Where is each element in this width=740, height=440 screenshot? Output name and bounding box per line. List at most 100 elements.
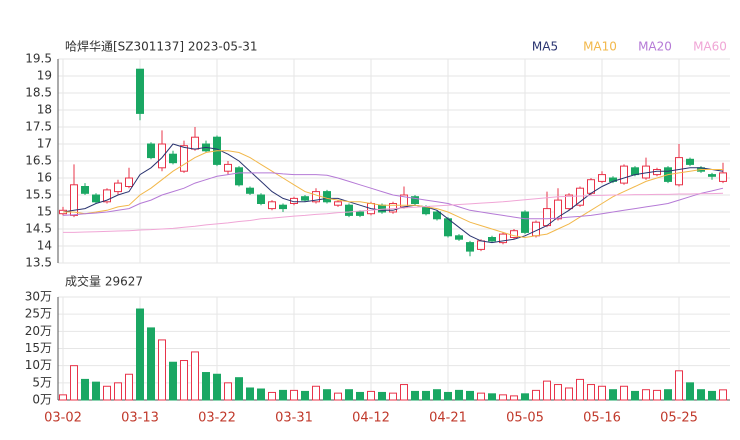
volume-bar bbox=[301, 390, 309, 401]
volume-bar bbox=[400, 384, 408, 401]
y-tick-label: 15 bbox=[37, 205, 52, 219]
candle-body bbox=[125, 177, 133, 187]
y-tick-label: 14 bbox=[37, 239, 52, 253]
volume-bar bbox=[290, 389, 298, 401]
candle-body bbox=[246, 187, 254, 194]
volume-title: 成交量 29627 bbox=[65, 274, 143, 289]
candle-body bbox=[620, 165, 628, 184]
candle-body bbox=[103, 189, 111, 203]
candle-body bbox=[532, 221, 540, 237]
volume-bar bbox=[202, 372, 210, 401]
volume-bar bbox=[323, 389, 331, 401]
candle-body bbox=[158, 143, 166, 169]
candle-body bbox=[114, 182, 122, 193]
volume-bar bbox=[433, 389, 441, 401]
candle-body bbox=[169, 153, 177, 164]
x-tick-label: 03-13 bbox=[121, 411, 159, 426]
candle-body bbox=[279, 204, 287, 210]
volume-bar bbox=[235, 377, 243, 401]
volume-bar bbox=[257, 388, 265, 401]
y-tick-label: 18 bbox=[37, 103, 52, 117]
candle-body bbox=[235, 167, 243, 186]
candle-body bbox=[521, 211, 529, 233]
candle-body bbox=[268, 201, 276, 210]
volume-bar bbox=[609, 389, 617, 401]
candle-body bbox=[92, 194, 100, 203]
candle-body bbox=[334, 201, 342, 206]
volume-bar bbox=[378, 391, 386, 401]
y-tick-label: 20万 bbox=[25, 324, 52, 338]
y-tick-label: 10万 bbox=[25, 358, 52, 372]
candle-body bbox=[565, 194, 573, 210]
candle-body bbox=[191, 136, 199, 150]
candle-body bbox=[433, 211, 441, 220]
candle-body bbox=[257, 194, 265, 204]
candle-body bbox=[136, 68, 144, 114]
volume-bar bbox=[268, 391, 276, 401]
volume-bar bbox=[59, 394, 67, 401]
candle-body bbox=[224, 163, 232, 172]
volume-bar bbox=[136, 308, 144, 401]
candle-body bbox=[675, 157, 683, 186]
y-tick-label: 19.5 bbox=[25, 52, 52, 66]
volume-bar bbox=[576, 378, 584, 401]
volume-bar bbox=[312, 385, 320, 401]
y-tick-label: 18.5 bbox=[25, 86, 52, 100]
ma-line bbox=[62, 143, 724, 244]
volume-bar bbox=[675, 370, 683, 401]
candle-body bbox=[554, 199, 562, 220]
candle-body bbox=[708, 174, 716, 177]
volume-bar bbox=[125, 373, 133, 401]
ma-line bbox=[63, 150, 723, 239]
volume-bar bbox=[70, 365, 78, 401]
candle-body bbox=[312, 191, 320, 203]
ma-line bbox=[63, 192, 724, 233]
volume-bar bbox=[488, 393, 496, 401]
candle-body bbox=[389, 203, 397, 213]
candle-body bbox=[378, 204, 386, 213]
volume-bar bbox=[642, 389, 650, 401]
y-tick-label: 30万 bbox=[25, 290, 52, 304]
volume-bar bbox=[367, 390, 375, 401]
volume-bar bbox=[224, 382, 232, 401]
volume-bar bbox=[499, 394, 507, 401]
volume-bar bbox=[554, 384, 562, 401]
candle-body bbox=[488, 237, 496, 242]
volume-bar bbox=[631, 390, 639, 401]
candle-body bbox=[444, 218, 452, 237]
candle-body bbox=[356, 211, 364, 216]
x-tick-label: 03-22 bbox=[198, 411, 236, 426]
y-tick-label: 13.5 bbox=[25, 256, 52, 270]
candle-body bbox=[719, 172, 727, 182]
candle-body bbox=[301, 196, 309, 201]
x-tick-label: 05-16 bbox=[583, 411, 621, 426]
volume-bar bbox=[356, 391, 364, 401]
candle-body bbox=[323, 191, 331, 203]
candle-body bbox=[411, 196, 419, 204]
volume-bar bbox=[180, 360, 188, 401]
volume-bar bbox=[455, 389, 463, 401]
volume-bar bbox=[191, 351, 199, 401]
y-tick-label: 15.5 bbox=[25, 188, 52, 202]
chart-title: 哈焊华通[SZ301137] 2023-05-31 bbox=[65, 39, 258, 54]
volume-bar bbox=[389, 392, 397, 401]
volume-bar bbox=[466, 390, 474, 401]
candle-body bbox=[598, 174, 606, 182]
volume-bar bbox=[477, 392, 485, 401]
volume-bar bbox=[598, 385, 606, 401]
legend-label: MA20 bbox=[638, 40, 672, 54]
volume-bar bbox=[653, 389, 661, 401]
y-tick-label: 16.5 bbox=[25, 154, 52, 168]
volume-bar bbox=[92, 381, 100, 401]
volume-bar bbox=[345, 389, 353, 401]
candle-body bbox=[543, 208, 551, 227]
volume-bar bbox=[664, 389, 672, 401]
volume-bar bbox=[510, 395, 518, 401]
y-tick-label: 25万 bbox=[25, 307, 52, 321]
candle-body bbox=[147, 143, 155, 159]
volume-bar bbox=[686, 382, 694, 401]
x-tick-label: 04-21 bbox=[429, 411, 467, 426]
volume-bar bbox=[114, 382, 122, 401]
x-tick-label: 04-12 bbox=[352, 411, 390, 426]
